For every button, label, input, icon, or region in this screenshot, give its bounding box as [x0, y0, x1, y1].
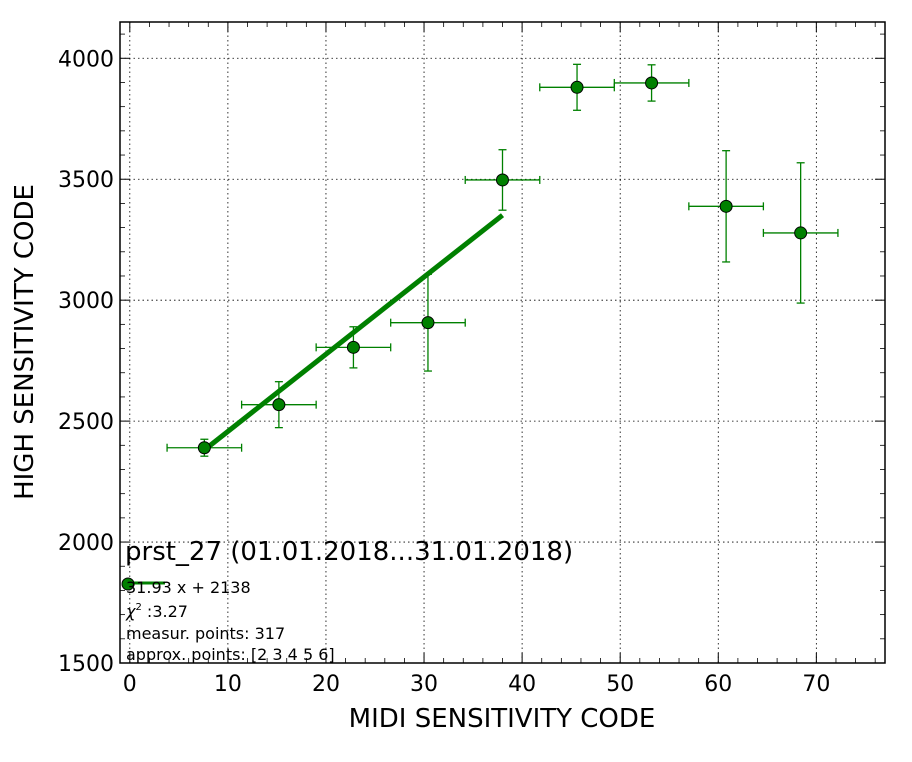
legend-approx-points: approx. points: [2 3 4 5 6]	[126, 645, 335, 664]
y-axis-label: HIGH SENSITIVITY CODE	[10, 184, 40, 500]
plot-frame	[119, 21, 886, 664]
data-point	[240, 381, 317, 429]
point-marker	[645, 76, 659, 90]
data-point	[539, 63, 615, 111]
x-tick-label: 50	[606, 672, 634, 697]
y-tick-label: 2000	[58, 531, 114, 556]
x-tick-label: 20	[312, 672, 340, 697]
x-tick-label: 40	[508, 672, 536, 697]
point-marker	[794, 226, 808, 240]
legend: 31.93 x + 2138 χ2 :3.27 measur. points: …	[121, 577, 335, 664]
data-point	[762, 162, 839, 304]
point-marker	[197, 441, 211, 455]
y-tick-label: 4000	[58, 47, 114, 72]
y-tick-label: 2500	[58, 410, 114, 435]
chart-title: prst_27 (01.01.2018...31.01.2018)	[125, 537, 573, 567]
data-point	[315, 326, 392, 369]
data-point	[688, 150, 765, 263]
data-points	[166, 63, 839, 457]
chi2-symbol: χ	[125, 602, 136, 621]
x-tick-label: 30	[410, 672, 438, 697]
x-tick-label: 0	[123, 672, 137, 697]
legend-fit-label: 31.93 x + 2138	[126, 578, 251, 597]
data-point	[613, 64, 690, 102]
chi2-superscript: 2	[135, 602, 141, 613]
point-marker	[496, 173, 509, 187]
data-point	[390, 273, 466, 372]
data-point	[166, 438, 243, 457]
y-tick-label: 1500	[58, 652, 114, 677]
axis-ticks	[120, 22, 885, 664]
legend-marker	[121, 577, 135, 591]
x-tick-label: 70	[802, 672, 830, 697]
x-tick-label: 10	[214, 672, 242, 697]
legend-measur-points: measur. points: 317	[126, 624, 285, 643]
y-tick-label: 3500	[58, 168, 114, 193]
point-marker	[570, 80, 584, 94]
y-tick-label: 3000	[58, 289, 114, 314]
legend-chi2: χ2 :3.27	[125, 602, 188, 621]
point-marker	[272, 398, 286, 412]
point-marker	[421, 316, 435, 330]
x-axis-label: MIDI SENSITIVITY CODE	[349, 704, 656, 734]
point-marker	[719, 199, 733, 213]
tick-labels: 0 10 20 30 40 50 60 70 1500 2000 2500 3000 3500 4000	[58, 47, 830, 697]
data-point	[464, 149, 541, 211]
grid	[120, 22, 885, 663]
point-marker	[346, 340, 360, 354]
chi2-value: :3.27	[142, 602, 188, 621]
x-tick-label: 60	[704, 672, 732, 697]
